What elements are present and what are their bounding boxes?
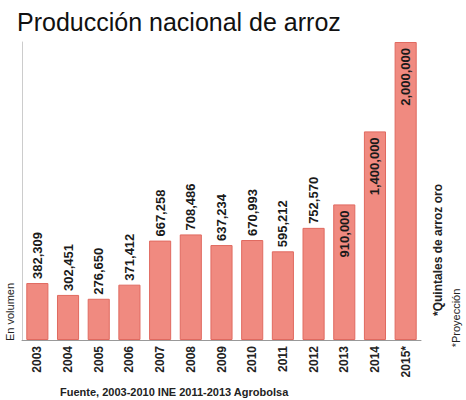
svg-text:302,451: 302,451 <box>61 244 76 291</box>
svg-text:371,412: 371,412 <box>122 234 137 281</box>
svg-text:595,212: 595,212 <box>275 200 290 247</box>
svg-text:2011: 2011 <box>276 346 290 372</box>
svg-text:2012: 2012 <box>307 346 321 373</box>
svg-text:2015*: 2015* <box>399 346 413 378</box>
svg-text:2014: 2014 <box>368 346 382 373</box>
svg-text:En volumen: En volumen <box>4 283 16 341</box>
svg-text:2010: 2010 <box>245 346 259 373</box>
svg-text:2009: 2009 <box>215 346 229 373</box>
svg-text:Fuente, 2003-2010 INE 2011-201: Fuente, 2003-2010 INE 2011-2013 Agrobols… <box>60 386 289 398</box>
svg-text:2,000,000: 2,000,000 <box>398 48 413 106</box>
svg-text:2004: 2004 <box>61 346 75 373</box>
svg-text:*Quintales de arroz oro: *Quintales de arroz oro <box>431 184 445 316</box>
svg-text:2013: 2013 <box>337 346 351 373</box>
svg-text:2006: 2006 <box>122 346 136 373</box>
svg-text:*Proyección: *Proyección <box>450 289 462 348</box>
svg-text:2007: 2007 <box>153 346 167 373</box>
svg-text:382,309: 382,309 <box>30 232 45 279</box>
svg-text:Producción nacional de arroz: Producción nacional de arroz <box>17 8 341 36</box>
svg-text:752,570: 752,570 <box>306 177 321 224</box>
svg-text:667,258: 667,258 <box>153 190 168 237</box>
svg-text:670,993: 670,993 <box>245 189 260 236</box>
svg-text:276,650: 276,650 <box>91 248 106 295</box>
svg-text:708,486: 708,486 <box>183 183 198 230</box>
svg-text:2008: 2008 <box>184 346 198 373</box>
svg-text:2005: 2005 <box>92 346 106 373</box>
svg-text:910,000: 910,000 <box>337 210 352 257</box>
svg-text:637,234: 637,234 <box>214 193 229 241</box>
svg-text:1,400,000: 1,400,000 <box>367 137 382 195</box>
svg-text:2003: 2003 <box>30 346 44 373</box>
